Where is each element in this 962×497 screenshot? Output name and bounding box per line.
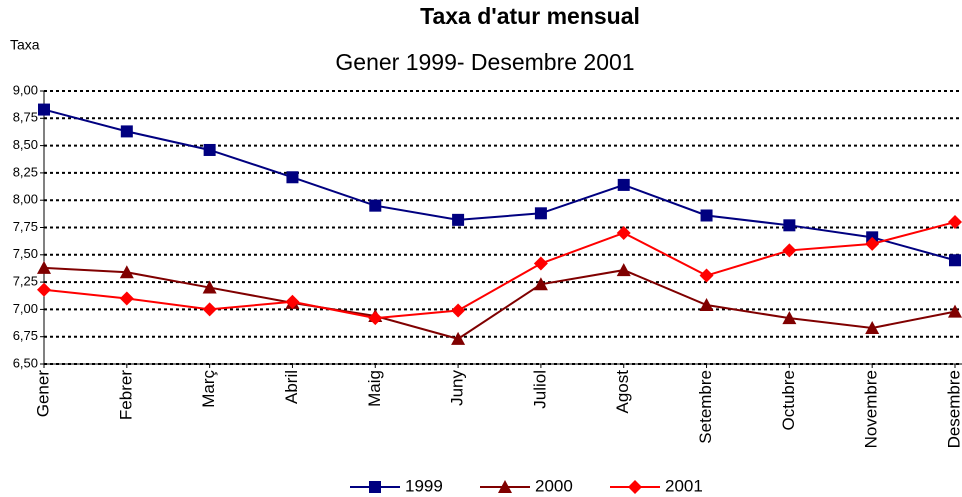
x-tick-label: Març [199, 370, 218, 408]
x-tick-label: Gener [33, 370, 52, 418]
x-tick-label: Setembre [696, 370, 715, 444]
point [948, 304, 962, 318]
point [865, 236, 880, 251]
point [120, 125, 133, 138]
point [451, 331, 466, 345]
point [616, 225, 631, 240]
point [534, 207, 547, 220]
point [452, 213, 465, 226]
point [782, 243, 797, 258]
point [368, 311, 383, 326]
x-tick-label: Novembre [862, 370, 881, 448]
point [203, 143, 216, 156]
point [37, 260, 51, 274]
x-tick-label: Febrer [116, 370, 135, 420]
x-tick-label: Abril [282, 370, 301, 404]
legend-label: 2000 [535, 476, 573, 495]
point [285, 294, 300, 309]
y-tick-label: 8,50 [13, 137, 38, 152]
point [38, 103, 50, 116]
legend-label: 2001 [665, 476, 703, 495]
y-tick-label: 9,00 [13, 82, 38, 97]
y-axis-label: Taxa [10, 37, 40, 53]
point [202, 302, 217, 317]
point [948, 215, 962, 230]
point [865, 320, 880, 334]
legend-marker [369, 481, 381, 493]
chart-subtitle: Gener 1999- Desembre 2001 [335, 49, 634, 75]
point [286, 171, 299, 184]
y-tick-label: 6,50 [13, 355, 38, 370]
point [202, 280, 217, 294]
point [700, 209, 713, 222]
point [782, 311, 797, 325]
point [533, 256, 548, 271]
point [699, 298, 714, 312]
y-tick-label: 6,75 [13, 328, 38, 343]
y-tick-label: 7,75 [13, 219, 38, 234]
point [783, 219, 796, 232]
point [949, 254, 961, 267]
point [119, 291, 134, 306]
x-tick-label: Juny [448, 370, 467, 406]
y-tick-label: 8,00 [13, 192, 38, 207]
legend-label: 1999 [405, 476, 443, 495]
y-tick-label: 8,25 [13, 164, 38, 179]
y-tick-label: 7,00 [13, 301, 38, 316]
y-tick-label: 7,25 [13, 274, 38, 289]
point [451, 303, 466, 318]
point [616, 263, 631, 277]
point [119, 265, 134, 279]
legend-marker [498, 480, 512, 493]
point [369, 199, 382, 212]
y-tick-label: 7,50 [13, 246, 38, 261]
series-line [43, 108, 956, 262]
x-tick-label: Desembre [944, 370, 962, 448]
legend-marker [628, 480, 642, 494]
chart-title: Taxa d'atur mensual [420, 3, 640, 29]
x-tick-label: Agost [613, 370, 632, 414]
x-tick-label: Juliol [530, 370, 549, 409]
point [699, 268, 714, 283]
series-line [43, 221, 956, 320]
series-line [43, 266, 956, 340]
point [37, 282, 51, 297]
point [533, 277, 548, 291]
x-tick-label: Octubre [779, 370, 798, 430]
y-tick-label: 8,75 [13, 110, 38, 125]
x-tick-label: Maig [365, 370, 384, 407]
point [617, 178, 630, 191]
